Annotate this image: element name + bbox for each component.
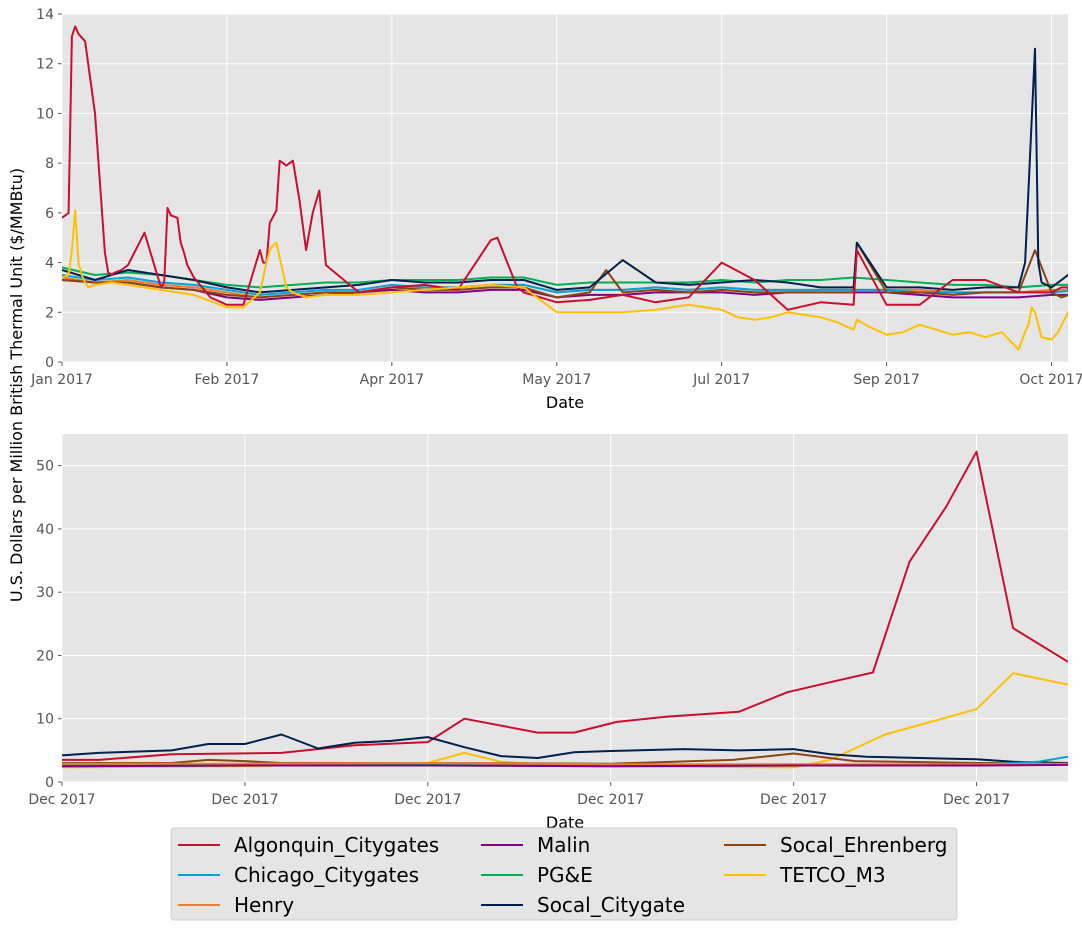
series-line-algonquin-citygates <box>62 450 1068 761</box>
y-tick-label: 2 <box>45 305 54 321</box>
series-line-socal-citygate <box>62 733 1068 764</box>
y-tick-label: 20 <box>36 648 54 664</box>
x-axis-label: Date <box>546 813 584 832</box>
y-tick-label: 10 <box>36 712 54 728</box>
y-tick-label: 50 <box>36 459 54 475</box>
y-tick-label: 8 <box>45 156 54 172</box>
legend-label-malin: Malin <box>537 833 590 857</box>
y-tick-label: 0 <box>45 355 54 371</box>
chart-panel-bottom: 0 10 20 30 40 50 Dec 2017 Dec 2017 Dec 2017 Dec 2… <box>28 434 1068 832</box>
y-tick-label: 6 <box>45 206 54 222</box>
x-tick-label: Dec 2017 <box>394 792 461 808</box>
series-line-tetco-m3 <box>62 209 1068 351</box>
x-tick-label: May 2017 <box>522 372 591 388</box>
legend-label-pg-e: PG&E <box>537 863 593 887</box>
legend-frame <box>170 827 958 921</box>
legend-label-chicago-citygates: Chicago_Citygates <box>234 863 419 887</box>
series-line-socal-ehrenberg <box>62 241 1068 299</box>
y-tick-label: 12 <box>36 57 54 73</box>
series-group <box>62 25 1068 351</box>
x-tick-label: Jan 2017 <box>30 372 93 388</box>
legend: Algonquin_Citygates Chicago_Citygates Henr… <box>170 827 958 921</box>
series-line-malin <box>62 279 1068 301</box>
x-tick-label: Dec 2017 <box>211 792 278 808</box>
plot-area <box>62 14 1068 362</box>
x-tick-label: Oct 2017 <box>1019 372 1082 388</box>
series-line-malin <box>62 763 1068 768</box>
legend-label-tetco-m3: TETCO_M3 <box>779 863 886 887</box>
y-tick-label: 0 <box>45 775 54 791</box>
legend-label-henry: Henry <box>234 893 294 917</box>
series-line-henry <box>62 762 1068 766</box>
series-line-chicago-citygates <box>62 274 1068 296</box>
y-tick-label: 14 <box>36 7 54 23</box>
series-group <box>62 450 1068 769</box>
x-tick-label: Apr 2017 <box>360 372 424 388</box>
x-tick-label: Jul 2017 <box>692 372 750 388</box>
y-tick-label: 40 <box>36 522 54 538</box>
legend-label-algonquin-citygates: Algonquin_Citygates <box>234 833 439 857</box>
series-line-algonquin-citygates <box>62 25 1068 311</box>
legend-label-socal-citygate: Socal_Citygate <box>537 893 685 917</box>
y-tick-label: 30 <box>36 585 54 601</box>
shared-y-axis-label: U.S. Dollars per Million British Thermal… <box>7 168 26 602</box>
x-tick-label: Feb 2017 <box>194 372 259 388</box>
legend-label-socal-ehrenberg: Socal_Ehrenberg <box>780 833 947 857</box>
y-tick-label: 10 <box>36 106 54 122</box>
x-axis-label: Date <box>546 393 584 412</box>
x-tick-label: Dec 2017 <box>577 792 644 808</box>
x-tick-label: Dec 2017 <box>28 792 95 808</box>
x-tick-label: Dec 2017 <box>760 792 827 808</box>
series-line-pg-e <box>62 266 1068 289</box>
y-tick-label: 4 <box>45 256 54 272</box>
x-tick-label: Dec 2017 <box>943 792 1010 808</box>
x-tick-label: Sep 2017 <box>853 372 919 388</box>
plot-area <box>62 434 1068 782</box>
chart-panel-top: 0 2 4 6 8 10 12 14 Jan 2017 Feb 2017 Apr 2017 May 2… <box>30 7 1082 412</box>
